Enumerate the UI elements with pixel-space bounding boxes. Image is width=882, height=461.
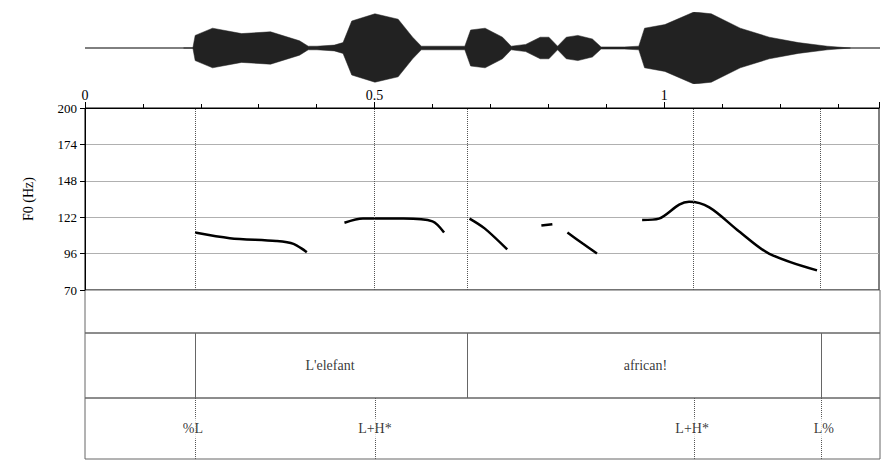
svg-text:F0 (Hz): F0 (Hz) <box>21 177 37 221</box>
svg-text:0.5: 0.5 <box>366 88 384 103</box>
svg-text:174: 174 <box>58 137 78 152</box>
svg-text:200: 200 <box>58 101 78 116</box>
svg-text:1: 1 <box>661 88 668 103</box>
svg-text:148: 148 <box>58 173 78 188</box>
svg-text:70: 70 <box>64 283 77 298</box>
svg-text:african!: african! <box>624 358 668 373</box>
svg-text:L%: L% <box>814 421 835 436</box>
svg-text:L+H*: L+H* <box>675 421 709 436</box>
svg-text:L'elefant: L'elefant <box>305 358 354 373</box>
svg-text:122: 122 <box>58 210 78 225</box>
svg-text:0: 0 <box>82 88 89 103</box>
svg-text:96: 96 <box>64 246 78 261</box>
svg-text:L+H*: L+H* <box>358 421 392 436</box>
svg-text:%L: %L <box>183 421 203 436</box>
